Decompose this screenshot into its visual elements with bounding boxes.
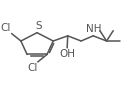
Text: Cl: Cl [1,23,11,33]
Text: S: S [35,21,42,31]
Text: NH: NH [86,24,102,34]
Text: Cl: Cl [27,63,37,73]
Text: OH: OH [59,49,75,59]
